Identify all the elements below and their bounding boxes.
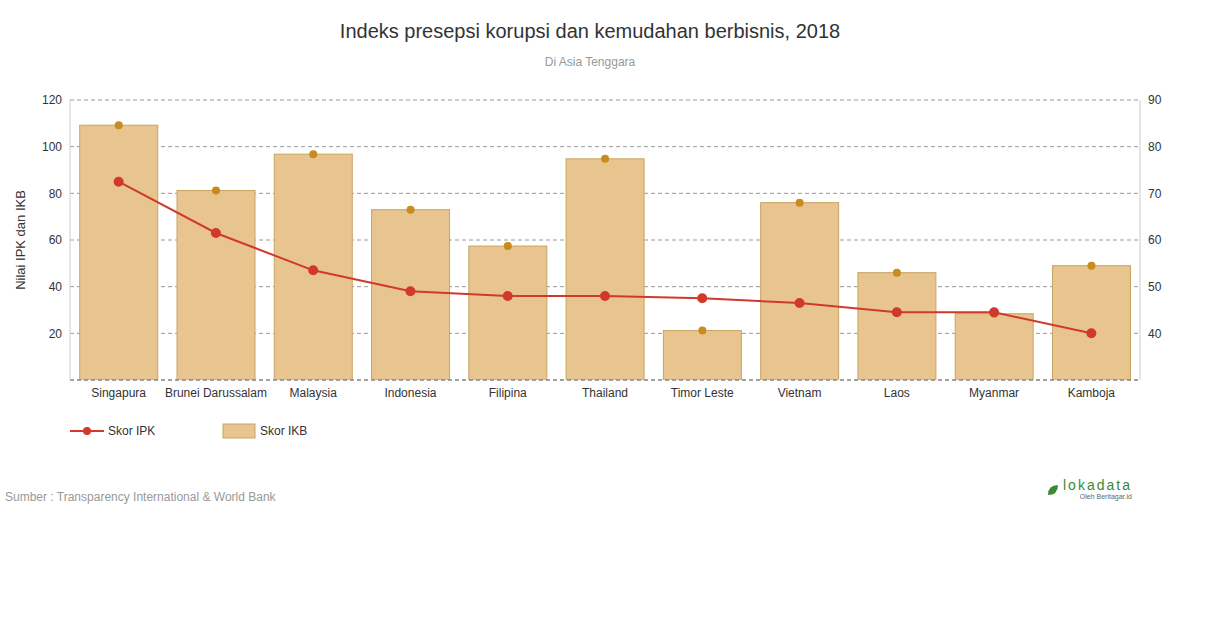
html-text:Skor IKB: Skor IKB [260,424,308,438]
svg-text:40: 40 [49,280,63,294]
svg-text:60: 60 [1148,233,1162,247]
svg-text:Vietnam: Vietnam [778,386,822,400]
svg-text:70: 70 [1148,187,1162,201]
svg-text:Kamboja: Kamboja [1068,386,1116,400]
svg-text:80: 80 [1148,140,1162,154]
svg-text:100: 100 [42,140,62,154]
svg-text:60: 60 [49,233,63,247]
svg-text:Timor Leste: Timor Leste [671,386,734,400]
html-text:Indeks presepsi korupsi dan ke: Indeks presepsi korupsi dan kemudahan be… [339,20,841,42]
html-text:Oleh Beritagar.id: Oleh Beritagar.id [1079,493,1132,500]
svg-text:Singapura: Singapura [91,386,146,400]
svg-text:Nilai IPK dan IKB: Nilai IPK dan IKB [13,190,28,290]
svg-text:Brunei Darussalam: Brunei Darussalam [165,386,267,400]
svg-text:Malaysia: Malaysia [290,386,338,400]
svg-text:Thailand: Thailand [582,386,628,400]
svg-text:50: 50 [1148,280,1162,294]
html-text:lokadata: lokadata [1063,477,1132,493]
svg-text:80: 80 [49,187,63,201]
svg-text:Laos: Laos [884,386,910,400]
svg-text:Myanmar: Myanmar [969,386,1019,400]
html-text:Skor IPK: Skor IPK [108,424,156,438]
svg-text:20: 20 [49,327,63,341]
html-text:Sumber : Transparency Internat: Sumber : Transparency International & Wo… [5,490,276,504]
svg-text:90: 90 [1148,93,1162,107]
svg-text:Filipina: Filipina [489,386,527,400]
html-text:Di Asia Tenggara: Di Asia Tenggara [544,55,636,69]
svg-text:Indonesia: Indonesia [384,386,436,400]
svg-text:120: 120 [42,93,62,107]
svg-text:40: 40 [1148,327,1162,341]
